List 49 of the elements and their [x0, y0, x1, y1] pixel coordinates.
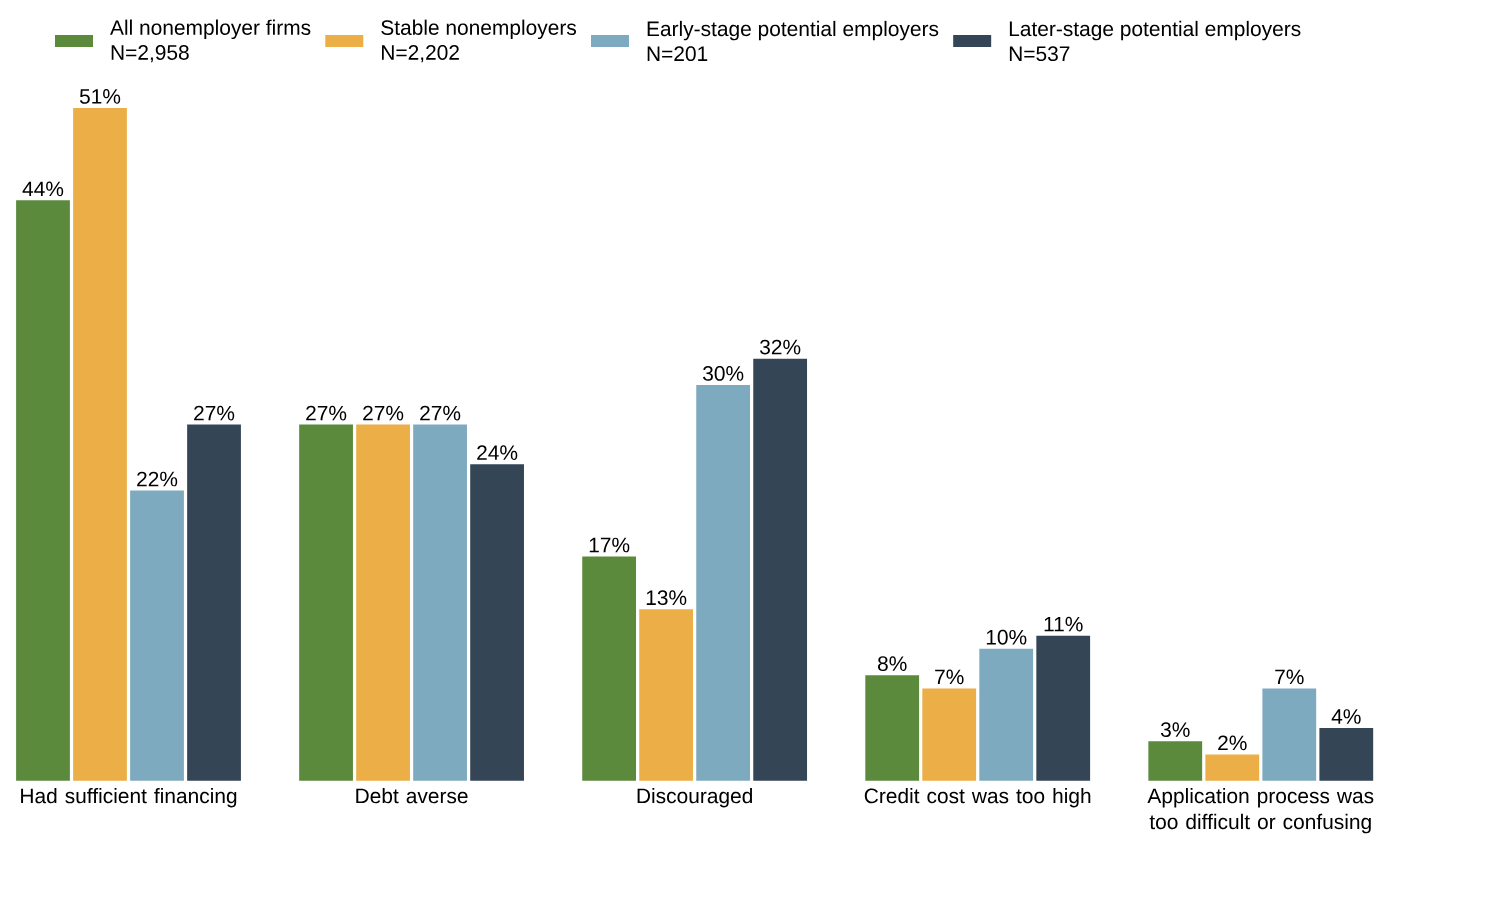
data-label: 8%: [877, 656, 907, 672]
data-label: 7%: [1275, 669, 1304, 685]
bar: [299, 424, 353, 781]
bar: [922, 688, 977, 781]
data-label: 10%: [986, 629, 1027, 645]
bar: [865, 675, 920, 781]
data-label: 30%: [703, 366, 744, 381]
data-label: 13%: [646, 590, 687, 606]
bar: [1148, 741, 1203, 781]
data-label: 27%: [194, 405, 235, 421]
x-tick-label: Had sufficient financing: [21, 787, 237, 808]
x-tick-label: Discouraged: [637, 787, 752, 808]
data-label: 17%: [589, 537, 630, 553]
data-label: 4%: [1331, 709, 1361, 724]
x-tick-label: Debt averse: [356, 787, 468, 804]
bar: [696, 385, 751, 781]
data-label: 24%: [477, 445, 518, 460]
x-tick-label: Application process was too difficult or confusing: [1147, 787, 1374, 834]
bar: [73, 108, 127, 781]
bar: [1319, 728, 1374, 781]
data-label: 27%: [306, 405, 347, 421]
bar: [130, 490, 184, 781]
legend-label: All nonemployer firms N=2,958: [110, 19, 311, 63]
bar: [979, 648, 1034, 781]
data-label: 7%: [935, 669, 964, 685]
data-label: 44%: [22, 181, 64, 197]
data-label: 51%: [79, 89, 121, 104]
data-label: 3%: [1160, 722, 1190, 737]
x-tick-label: Credit cost was too high: [864, 787, 1091, 808]
bar: [187, 424, 241, 781]
bar: [356, 424, 410, 781]
legend-label: Later-stage potential employers N=537: [1009, 20, 1301, 62]
bar: [1036, 635, 1091, 781]
bar: [16, 200, 70, 781]
data-label: 27%: [420, 405, 461, 421]
legend-label: Stable nonemployers N=2,202: [381, 19, 577, 63]
data-label: 11%: [1044, 616, 1083, 632]
data-label: 2%: [1218, 735, 1247, 751]
bar: [639, 609, 694, 781]
bar: [753, 358, 808, 781]
data-label: 27%: [363, 405, 404, 421]
bar: [1205, 754, 1260, 781]
data-label: 32%: [760, 339, 801, 355]
bar: [1262, 688, 1317, 781]
data-label: 22%: [137, 471, 178, 487]
bar: [470, 464, 524, 781]
bar: [413, 424, 467, 781]
legend-label: Early-stage potential employers N=201: [647, 20, 939, 62]
bar: [582, 556, 637, 781]
